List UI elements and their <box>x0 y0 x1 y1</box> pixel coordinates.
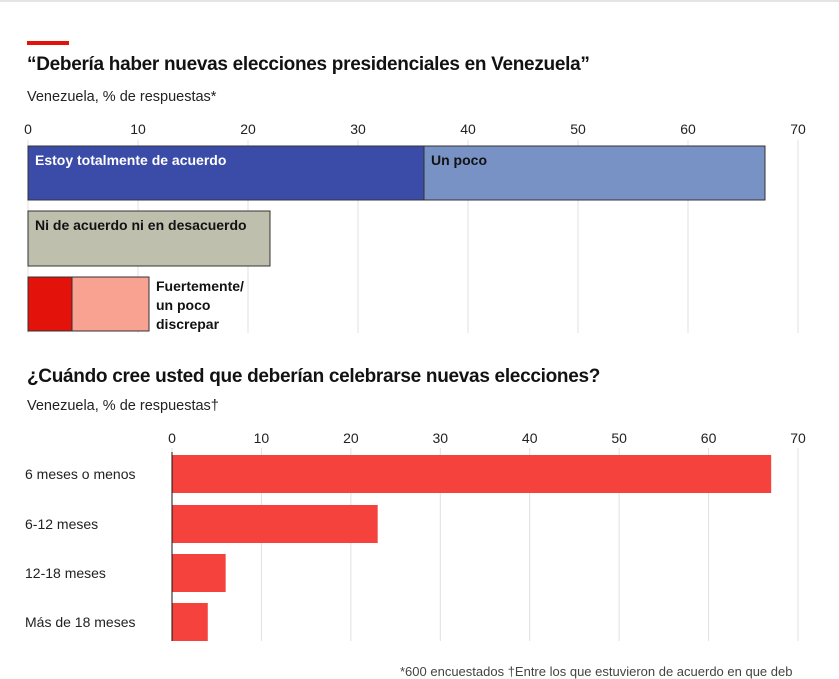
tick-label: 10 <box>254 430 270 446</box>
chart1-title: “Debería haber nuevas elecciones preside… <box>27 54 590 75</box>
category-label: 6-12 meses <box>25 516 98 532</box>
bar <box>172 505 378 543</box>
tick-label: 0 <box>24 121 32 137</box>
bar-segment <box>71 276 150 332</box>
tick-label: 0 <box>168 430 176 446</box>
bar <box>172 603 208 641</box>
chart2-title: ¿Cuándo cree usted que deberían celebrar… <box>27 366 601 387</box>
tick-label: 10 <box>130 121 146 137</box>
tick-label: 20 <box>343 430 359 446</box>
category-label: Más de 18 meses <box>25 614 136 630</box>
bar-label: Estoy totalmente de acuerdo <box>35 152 226 168</box>
top-border <box>0 0 839 2</box>
tick-label: 40 <box>460 121 476 137</box>
tick-label: 40 <box>522 430 538 446</box>
tick-label: 70 <box>790 430 806 446</box>
tick-label: 60 <box>680 121 696 137</box>
bar-label: Ni de acuerdo ni en desacuerdo <box>35 217 247 233</box>
bar-segment <box>27 276 73 332</box>
tick-label: 70 <box>790 121 806 137</box>
bar-segment <box>27 145 425 201</box>
bar-segment <box>423 145 766 201</box>
tick-label: 60 <box>701 430 717 446</box>
bar <box>172 554 226 592</box>
bar-label: un poco <box>156 297 210 313</box>
bar-label: Fuertemente/ <box>156 278 244 294</box>
tick-label: 50 <box>570 121 586 137</box>
chart2-subtitle: Venezuela, % de respuestas† <box>27 398 219 414</box>
chart1-subtitle: Venezuela, % de respuestas* <box>27 89 217 105</box>
tick-label: 30 <box>350 121 366 137</box>
bar-label: Un poco <box>431 152 487 168</box>
tick-label: 20 <box>240 121 256 137</box>
category-label: 12-18 meses <box>25 565 106 581</box>
category-label: 6 meses o menos <box>25 466 136 482</box>
bar-label: discrepar <box>156 316 220 332</box>
tick-label: 50 <box>611 430 627 446</box>
bar-segment <box>27 210 271 267</box>
tick-label: 30 <box>432 430 448 446</box>
brand-red-bar <box>27 41 69 45</box>
bar <box>172 455 772 493</box>
footnote: *600 encuestados †Entre los que estuvier… <box>400 664 793 679</box>
